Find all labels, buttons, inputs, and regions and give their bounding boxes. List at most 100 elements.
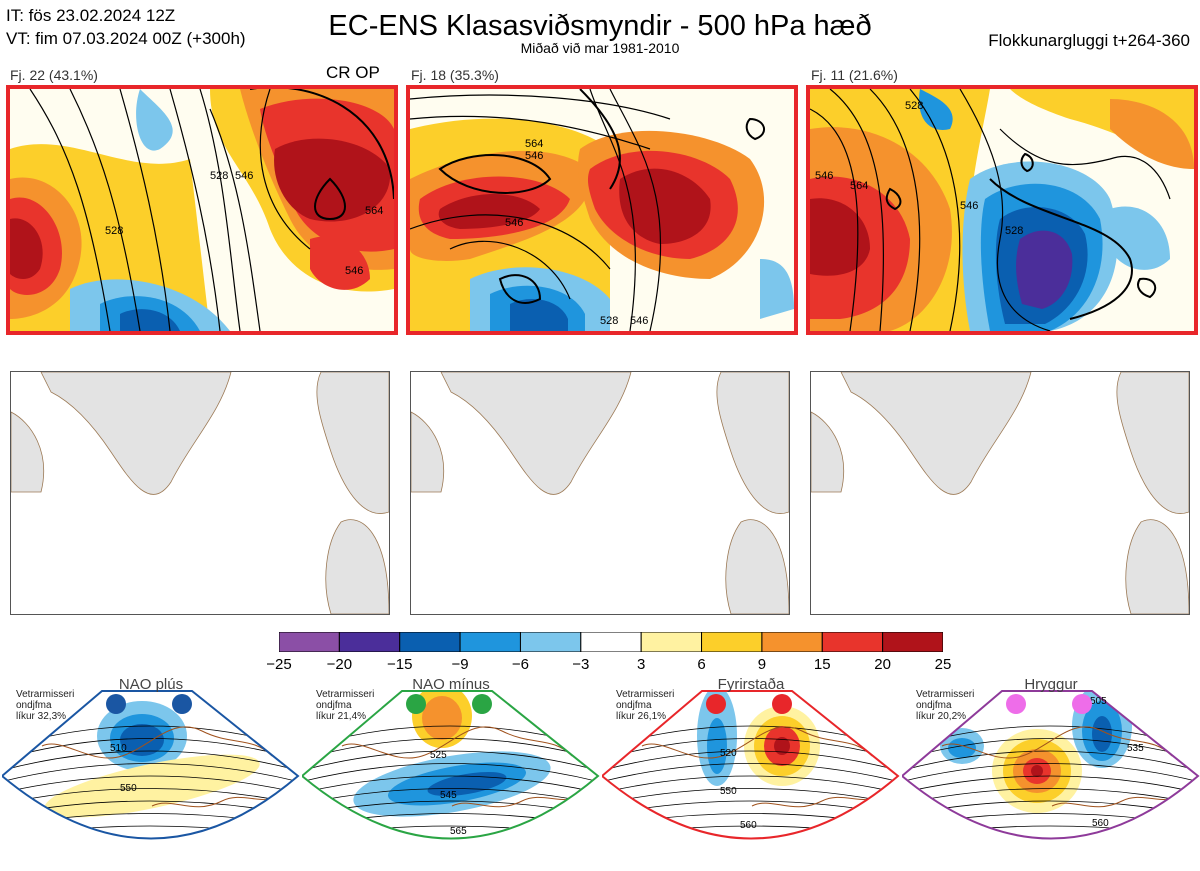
anomaly-blob [422, 696, 462, 740]
colorbar-tick-label: 25 [934, 656, 952, 673]
regime-title: NAO mínus [412, 676, 490, 693]
regime-title: Hryggur [1024, 676, 1078, 693]
regime-note: Vetrarmisseri ondjfma líkur 32,3% [16, 689, 74, 722]
cluster-1-label: Fj. 22 (43.1%) [10, 67, 98, 83]
colorbar-tick-label: −6 [511, 656, 530, 673]
regime-marker-dot [1072, 694, 1092, 714]
cluster-map-2: 546 564 546 528 546 [406, 85, 798, 335]
cluster-3-anomaly-plot: 546 564 546 528 528 [810, 89, 1194, 331]
contour-label: 546 [815, 170, 833, 182]
contour-label: 560 [740, 820, 757, 831]
anomaly-blob [774, 737, 790, 755]
contour-label: 546 [235, 170, 253, 182]
height-contour [602, 763, 898, 785]
page-title: EC-ENS Klasasviðsmyndir - 500 hPa hæð [328, 10, 872, 42]
contour-label: 520 [720, 748, 737, 759]
cluster-1-anomaly-plot: 528 546 564 528 546 [10, 89, 394, 331]
colorbar-swatch [580, 631, 642, 653]
contour-label: 565 [450, 826, 467, 837]
regime-note-line: líkur 21,4% [316, 711, 367, 722]
height-contour [902, 825, 1198, 839]
height-contour [902, 763, 1198, 785]
colorbar-swatch [519, 631, 582, 653]
regime-note: Vetrarmisseri ondjfma líkur 20,2% [916, 689, 974, 722]
regime-note-line: Vetrarmisseri [16, 689, 75, 700]
cluster-window: Flokkunargluggi t+264-360 [988, 31, 1190, 50]
regime-note-line: Vetrarmisseri [616, 689, 675, 700]
regime-note-line: Vetrarmisseri [916, 689, 975, 700]
cluster-2-label: Fj. 18 (35.3%) [411, 67, 499, 83]
contour-label: 505 [1090, 696, 1107, 707]
height-contour [602, 838, 898, 839]
contour-label: 535 [1127, 743, 1144, 754]
regime-title: NAO plús [118, 676, 184, 693]
regime-note-line: ondjfma [316, 700, 352, 711]
contour-label: 525 [430, 750, 447, 761]
empty-map-1 [10, 371, 390, 615]
height-contour [602, 800, 898, 818]
contour-label: 550 [120, 783, 137, 794]
regime-note-line: ondjfma [916, 700, 952, 711]
anomaly-blob [1031, 765, 1043, 777]
contour-label: 550 [720, 786, 737, 797]
regime-panel: 520 550 560 Fyrirstaða Vetrarmisseri ondjfma l… [602, 676, 900, 871]
header-info: IT: fös 23.02.2024 12Z VT: fim 07.03.202… [6, 4, 246, 50]
regime-outline [302, 690, 600, 840]
regime-panel: 525 545 565 NAO mínus Vetrarmisseri ondjfma lí… [302, 676, 600, 871]
regime-marker-dot [106, 694, 126, 714]
contour-label: 564 [365, 205, 383, 217]
regime-marker-dot [1006, 694, 1026, 714]
anomaly-blob [707, 718, 727, 774]
contour-label: 546 [505, 217, 523, 229]
colorbar-tick-label: −15 [386, 656, 413, 673]
contour-label: 528 [1005, 225, 1023, 237]
regime-outline [902, 690, 1200, 840]
height-contour [2, 838, 298, 839]
height-contour [902, 775, 1198, 796]
colorbar-tick-label: −25 [266, 656, 292, 673]
colorbar-swatch [338, 631, 401, 653]
initial-time: IT: fös 23.02.2024 12Z [6, 6, 176, 25]
page-subtitle: Miðað við mar 1981-2010 [520, 40, 680, 56]
height-contour [302, 775, 598, 796]
coastline [641, 726, 883, 808]
colorbar-tick-label: 6 [697, 656, 706, 673]
regime-marker-dot [772, 694, 792, 714]
colorbar-tick-label: 20 [874, 656, 891, 673]
cluster-3-label: Fj. 11 (21.6%) [811, 67, 898, 83]
regime-marker-dot [172, 694, 192, 714]
contour-label: 564 [850, 180, 868, 192]
regime-note-line: ondjfma [16, 700, 52, 711]
contour-label: 528 [105, 225, 123, 237]
colorbar-swatch [882, 631, 944, 653]
colorbar [278, 631, 944, 653]
empty-map-2 [410, 371, 790, 615]
regime-note-line: líkur 20,2% [916, 711, 967, 722]
contour-label: 528 [905, 100, 923, 112]
colorbar-swatch [399, 631, 461, 653]
regime-title: Fyrirstaða [717, 676, 785, 693]
height-contour [2, 763, 298, 785]
colorbar-tick-label: 9 [757, 656, 767, 673]
contour-label: 545 [440, 790, 457, 801]
colorbar-tick-label: −3 [572, 656, 590, 673]
regime-note: Vetrarmisseri ondjfma líkur 26,1% [616, 689, 674, 722]
colorbar-tick-label: −9 [451, 656, 469, 673]
coastline [41, 726, 283, 808]
regime-marker-dot [472, 694, 492, 714]
colorbar-swatch [278, 631, 340, 653]
regime-map: 505 535 560 [902, 690, 1200, 840]
colorbar-tick-label: −20 [326, 656, 353, 673]
colorbar-tick-label: 3 [637, 656, 646, 673]
colorbar-swatch [701, 631, 763, 653]
colorbar-swatch [640, 631, 703, 653]
anomaly-blob [1016, 838, 1048, 839]
height-contour [602, 775, 898, 796]
contour-label: 546 [960, 200, 978, 212]
valid-time: VT: fim 07.03.2024 00Z (+300h) [6, 29, 246, 48]
regime-outline [2, 690, 300, 840]
height-contour [2, 775, 298, 796]
coastline [341, 726, 583, 808]
regime-note-line: ondjfma [616, 700, 652, 711]
regime-map: 520 550 560 [602, 690, 900, 840]
